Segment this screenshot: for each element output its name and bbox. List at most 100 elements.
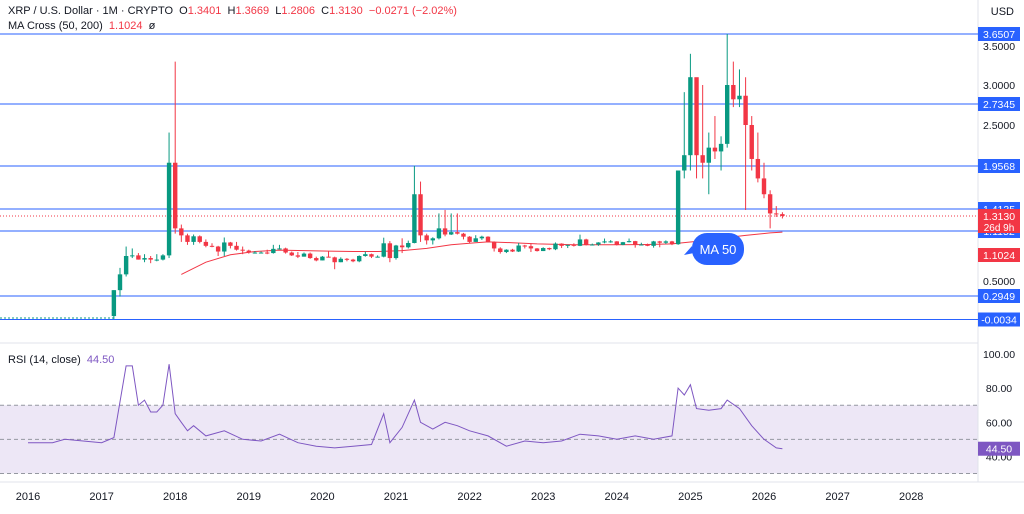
rsi-value: 44.50 [86, 354, 115, 366]
candle-body-88 [651, 241, 656, 246]
ma-indicator-hidden-icon[interactable]: ø [148, 20, 156, 32]
price-tick-0: 3.5000 [983, 41, 1015, 53]
candle-body-30 [295, 255, 301, 257]
candle-body-74 [565, 244, 570, 246]
rsi-line-layer [28, 364, 783, 450]
close-value: 1.3130 [329, 5, 363, 17]
candle-body-93 [682, 155, 687, 171]
symbol-title: XRP / U.S. Dollar · 1M · CRYPTO [8, 5, 174, 17]
candle-body-67 [522, 245, 527, 247]
candle-body-15 [203, 241, 209, 246]
candle-body-28 [283, 248, 288, 253]
candle-body-38 [344, 258, 350, 260]
candle-body-23 [252, 252, 258, 254]
ma-indicator-header[interactable]: MA Cross (50, 200) 1.1024 ø [8, 20, 155, 32]
time-tick-9: 2025 [678, 491, 702, 503]
candle-body-80 [602, 241, 607, 243]
candle-body-59 [473, 238, 478, 242]
rsi-header[interactable]: RSI (14, close) 44.50 [8, 354, 114, 366]
level-label-6: -0.0034 [981, 315, 1017, 327]
candle-body-13 [191, 236, 196, 242]
candle-body-43 [375, 256, 380, 258]
candle-body-3 [130, 255, 135, 257]
horizontal-levels-layer: 3.65072.73451.95681.41351.11520.2949-0.0… [0, 27, 1020, 327]
ma-indicator-label: MA Cross (50, 200) [8, 20, 103, 32]
candle-body-24 [258, 252, 264, 254]
candle-body-104 [749, 125, 754, 159]
price-tick-3: 0.5000 [983, 276, 1015, 288]
candle-body-12 [185, 235, 190, 242]
candle-body-55 [449, 232, 454, 235]
candle-body-53 [436, 228, 442, 239]
candle-body-105 [755, 158, 761, 179]
candle-body-37 [338, 258, 343, 263]
candle-body-77 [583, 239, 589, 245]
time-tick-6: 2022 [457, 491, 481, 503]
price-label-1: 1.1024 [983, 250, 1015, 262]
candle-body-81 [608, 241, 613, 243]
currency-label[interactable]: USD [990, 6, 1014, 18]
candle-body-73 [559, 243, 564, 246]
candle-body-91 [669, 241, 675, 245]
candle-body-62 [491, 241, 497, 249]
open-value: 1.3401 [187, 5, 222, 17]
candle-body-72 [553, 243, 558, 250]
time-tick-5: 2021 [384, 491, 408, 503]
candle-body-45 [387, 243, 393, 259]
low-value: 1.2806 [281, 5, 316, 17]
rsi-label: RSI (14, close) [8, 354, 81, 366]
candle-body-64 [504, 249, 509, 253]
rsi-line [28, 364, 783, 450]
candle-body-35 [326, 256, 331, 258]
candle-body-103 [743, 95, 748, 125]
candle-body-60 [479, 236, 485, 239]
candle-body-56 [455, 232, 460, 234]
candle-body-70 [541, 248, 546, 252]
candle-body-21 [240, 249, 245, 251]
candle-body-100 [725, 85, 730, 144]
candle-body-86 [639, 244, 644, 246]
candle-body-40 [357, 256, 362, 262]
candle-body-33 [314, 258, 319, 261]
candle-body-5 [142, 258, 147, 260]
ma-indicator-value: 1.1024 [108, 20, 143, 32]
candle-body-14 [197, 236, 202, 242]
candle-body-47 [399, 245, 405, 248]
candle-body-7 [154, 259, 159, 261]
close-label: C [321, 5, 330, 17]
candle-body-49 [412, 194, 417, 244]
candle-body-54 [442, 228, 448, 235]
candle-body-46 [393, 245, 399, 259]
level-label-bg-5 [978, 289, 1020, 303]
level-label-0: 3.6507 [983, 29, 1015, 41]
candle-body-48 [406, 243, 411, 248]
candle-body-85 [633, 241, 638, 245]
candle-body-34 [320, 256, 325, 261]
candle-body-0 [111, 290, 117, 317]
candle-body-78 [590, 244, 595, 246]
candle-body-65 [510, 249, 515, 252]
candle-body-63 [498, 248, 503, 253]
level-label-bg-1 [978, 97, 1020, 111]
candle-body-97 [706, 147, 711, 163]
candle-body-61 [485, 236, 491, 242]
candle-body-26 [271, 248, 276, 254]
candle-body-75 [571, 244, 577, 246]
candle-body-44 [381, 243, 386, 257]
candle-body-71 [547, 248, 552, 250]
candle-body-42 [369, 254, 374, 257]
candle-body-92 [675, 170, 681, 245]
candle-body-69 [534, 248, 540, 252]
candle-body-4 [136, 255, 141, 260]
price-label-bg-1 [978, 248, 1020, 262]
time-tick-4: 2020 [310, 491, 334, 503]
candle-body-31 [301, 253, 307, 257]
price-label-countdown: 26d 9h [984, 223, 1015, 234]
candle-body-8 [160, 255, 166, 260]
candle-body-16 [209, 245, 215, 247]
candle-body-95 [694, 77, 699, 156]
candle-body-102 [737, 95, 742, 100]
time-tick-3: 2019 [237, 491, 261, 503]
ma50-callout-pointer [684, 246, 694, 255]
